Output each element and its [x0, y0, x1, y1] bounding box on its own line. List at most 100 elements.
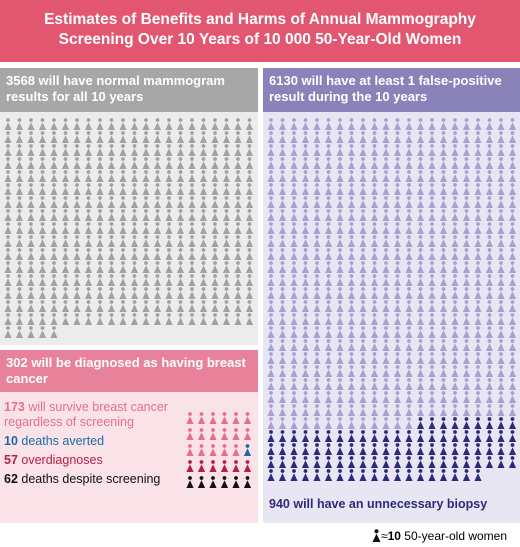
person-icon [462, 404, 471, 416]
person-icon [301, 339, 310, 351]
outcome-list: 173 will survive breast cancer regardles… [4, 400, 174, 491]
person-icon [405, 313, 413, 325]
outcome-text: will survive breast cancer regardless of… [4, 400, 168, 429]
person-icon [222, 300, 231, 312]
person-icon [73, 313, 81, 325]
person-icon [497, 352, 505, 364]
person-icon [119, 300, 127, 312]
person-icon [428, 131, 436, 143]
person-icon [474, 365, 482, 377]
person-icon [324, 391, 333, 403]
person-icon [267, 131, 275, 143]
person-icon [61, 300, 70, 312]
person-icon [301, 469, 310, 481]
person-icon [234, 313, 242, 325]
person-icon [220, 428, 229, 440]
person-icon [234, 131, 242, 143]
person-icon [370, 183, 379, 195]
person-icon [234, 118, 242, 130]
person-icon [199, 287, 208, 299]
person-icon [290, 235, 298, 247]
person-icon [267, 157, 275, 169]
person-icon [130, 209, 139, 221]
person-icon [197, 412, 206, 424]
person-icon [370, 170, 379, 182]
person-icon [4, 235, 12, 247]
person-icon [209, 476, 217, 488]
person-icon [336, 352, 344, 364]
person-icon [301, 456, 310, 468]
person-icon [209, 428, 217, 440]
person-icon [416, 456, 425, 468]
person-icon [130, 118, 139, 130]
person-icon [451, 443, 459, 455]
person-icon [439, 300, 448, 312]
person-icon [405, 170, 413, 182]
person-icon [370, 391, 379, 403]
biopsy-value: 940 [269, 497, 290, 511]
person-icon [474, 417, 482, 429]
normal-header: 3568 will have normal mammogram results … [0, 68, 258, 112]
person-icon [439, 417, 448, 429]
person-icon [211, 157, 219, 169]
person-icon [84, 287, 93, 299]
person-icon [267, 417, 275, 429]
person-icon [267, 404, 275, 416]
person-icon [119, 209, 127, 221]
person-icon [278, 456, 287, 468]
person-icon [234, 144, 242, 156]
person-icon [232, 460, 240, 472]
person-icon [336, 300, 344, 312]
person-icon [222, 274, 231, 286]
person-icon [370, 274, 379, 286]
person-icon [142, 313, 150, 325]
person-icon [15, 118, 24, 130]
person-icon [336, 339, 344, 351]
person-icon [405, 144, 413, 156]
person-icon [439, 469, 448, 481]
person-icon [313, 430, 321, 442]
person-icon [290, 313, 298, 325]
person-icon [451, 352, 459, 364]
person-icon [313, 313, 321, 325]
person-icon [347, 144, 356, 156]
person-icon [451, 274, 459, 286]
person-icon [428, 378, 436, 390]
person-icon [462, 443, 471, 455]
person-icon [370, 404, 379, 416]
person-icon [245, 300, 254, 312]
person-icon [176, 235, 185, 247]
person-icon [336, 391, 344, 403]
person-icon [359, 404, 367, 416]
person-icon [336, 326, 344, 338]
person-icon [347, 287, 356, 299]
person-icon [220, 412, 229, 424]
person-icon [176, 209, 185, 221]
person-icon [451, 404, 459, 416]
person-icon [347, 300, 356, 312]
person-icon [38, 261, 47, 273]
person-icon [301, 261, 310, 273]
person-icon [324, 313, 333, 325]
person-icon [84, 131, 93, 143]
person-icon [165, 274, 173, 286]
person-icon [439, 222, 448, 234]
person-icon [451, 183, 459, 195]
person-icon [267, 430, 275, 442]
person-icon [324, 222, 333, 234]
person-icon [485, 235, 494, 247]
person-icon [508, 183, 517, 195]
person-icon [497, 248, 505, 260]
person-icon [222, 261, 231, 273]
person-icon [370, 144, 379, 156]
person-icon [416, 326, 425, 338]
person-icon [393, 456, 402, 468]
person-icon [336, 209, 344, 221]
person-icon [267, 235, 275, 247]
person-icon [382, 261, 390, 273]
person-icon [393, 287, 402, 299]
person-icon [336, 248, 344, 260]
person-icon [508, 313, 517, 325]
person-icon [278, 235, 287, 247]
person-icon [165, 157, 173, 169]
